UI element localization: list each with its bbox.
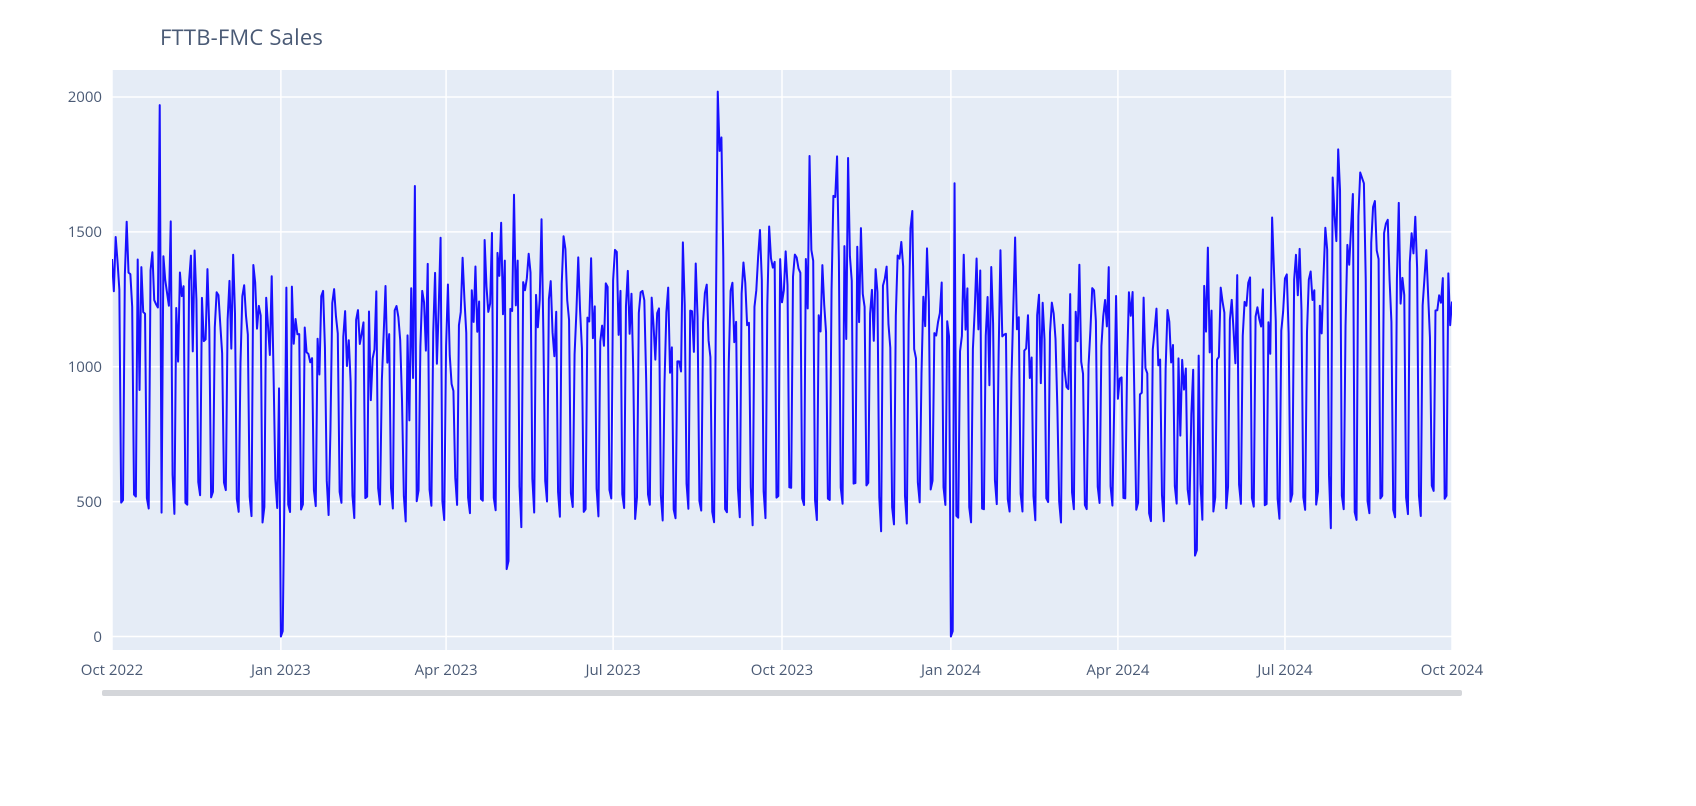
xtick-label: Apr 2024 xyxy=(1086,660,1149,680)
chart-plot-area xyxy=(112,70,1452,650)
xtick-label: Jul 2023 xyxy=(586,660,641,680)
ytick-label: 500 xyxy=(42,492,102,512)
ytick-label: 1000 xyxy=(42,357,102,377)
xtick-label: Jan 2024 xyxy=(921,660,981,680)
ytick-label: 2000 xyxy=(42,87,102,107)
xtick-label: Jul 2024 xyxy=(1257,660,1312,680)
ytick-label: 1500 xyxy=(42,222,102,242)
ytick-label: 0 xyxy=(42,627,102,647)
xtick-label: Oct 2022 xyxy=(81,660,143,680)
xtick-label: Oct 2024 xyxy=(1421,660,1483,680)
xaxis-baseline xyxy=(102,690,1462,696)
xtick-label: Jan 2023 xyxy=(251,660,311,680)
xtick-label: Oct 2023 xyxy=(751,660,813,680)
chart-title: FTTB-FMC Sales xyxy=(160,22,323,52)
xtick-label: Apr 2023 xyxy=(415,660,478,680)
